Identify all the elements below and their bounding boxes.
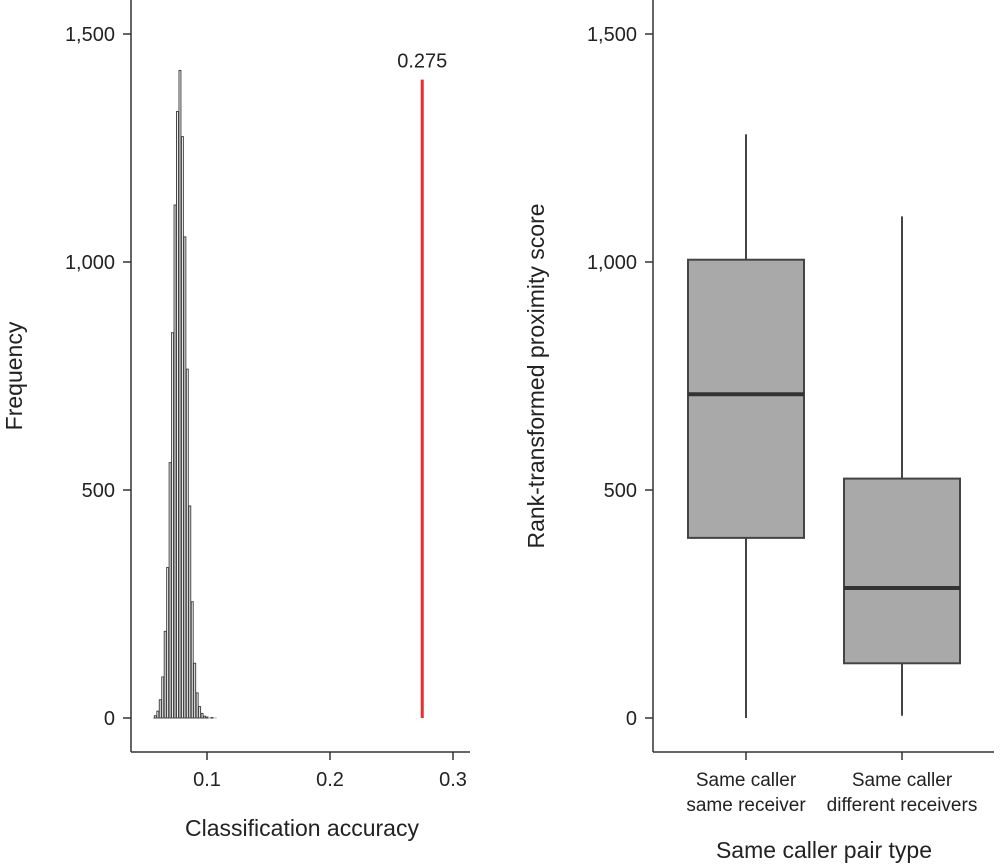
left-y-axis-title: Frequency (1, 321, 27, 430)
histogram-bar (153, 715, 157, 719)
histogram-bar (158, 699, 162, 719)
left-x-tick-label: 0.3 (439, 769, 467, 791)
histogram-bar (163, 630, 167, 719)
right-y-tick-label: 0 (626, 708, 637, 730)
box-iqr (687, 258, 805, 539)
left-y-tick-label: 1,000 (65, 252, 115, 274)
right-y-ticks: 0 500 1,000 1,500 (587, 24, 653, 730)
right-x-ticks: Same caller same receiver Same caller diffe… (686, 752, 977, 816)
right-y-tick-label: 1,500 (587, 24, 637, 46)
histogram-bar (161, 676, 165, 719)
histogram-bar (178, 69, 182, 719)
histogram-bars (152, 69, 217, 719)
left-y-ticks: 0 500 1,000 1,500 (65, 24, 131, 730)
right-y-tick-label: 500 (604, 480, 637, 502)
boxplots (687, 134, 961, 718)
histogram-bar (193, 662, 197, 719)
histogram-bar (176, 111, 179, 719)
category-label-line2: different receivers (827, 795, 978, 816)
reference-line-label: 0.275 (397, 51, 447, 73)
histogram-bar (195, 692, 199, 719)
left-y-tick-label: 500 (82, 480, 115, 502)
histogram-bar (205, 716, 209, 719)
histogram-bar (173, 204, 177, 719)
boxplot (687, 134, 805, 718)
histogram-bar (200, 712, 204, 719)
boxplot (843, 216, 961, 716)
left-y-tick-label: 0 (104, 708, 115, 730)
histogram-bar (185, 368, 189, 719)
right-y-tick-label: 1,000 (587, 252, 637, 274)
histogram-bar (183, 236, 187, 719)
histogram-bar (203, 715, 206, 719)
histogram-bar (171, 332, 175, 719)
left-panel: 0 500 1,000 1,500 0.1 0.2 0.3 0.275 Classific… (1, 0, 470, 841)
histogram-bar (190, 601, 194, 719)
histogram-bar (166, 567, 170, 719)
right-x-axis-title: Same caller pair type (716, 837, 932, 863)
histogram-bar (156, 710, 160, 719)
category-label-line1: Same caller (852, 770, 953, 791)
histogram-bar (188, 505, 192, 719)
left-y-tick-label: 1,500 (65, 24, 115, 46)
right-y-axis-title: Rank-transformed proximity score (523, 203, 549, 548)
category-label-line2: same receiver (686, 795, 806, 816)
histogram-bar (180, 136, 184, 719)
left-x-tick-label: 0.2 (316, 769, 344, 791)
histogram-bar (198, 706, 202, 719)
category-label-line1: Same caller (696, 770, 797, 791)
box-iqr (843, 477, 961, 665)
left-x-tick-label: 0.1 (193, 769, 221, 791)
left-x-axis-title: Classification accuracy (185, 815, 419, 841)
histogram-bar (168, 462, 172, 719)
left-x-ticks: 0.1 0.2 0.3 (193, 752, 467, 791)
histogram-bar (210, 717, 214, 719)
